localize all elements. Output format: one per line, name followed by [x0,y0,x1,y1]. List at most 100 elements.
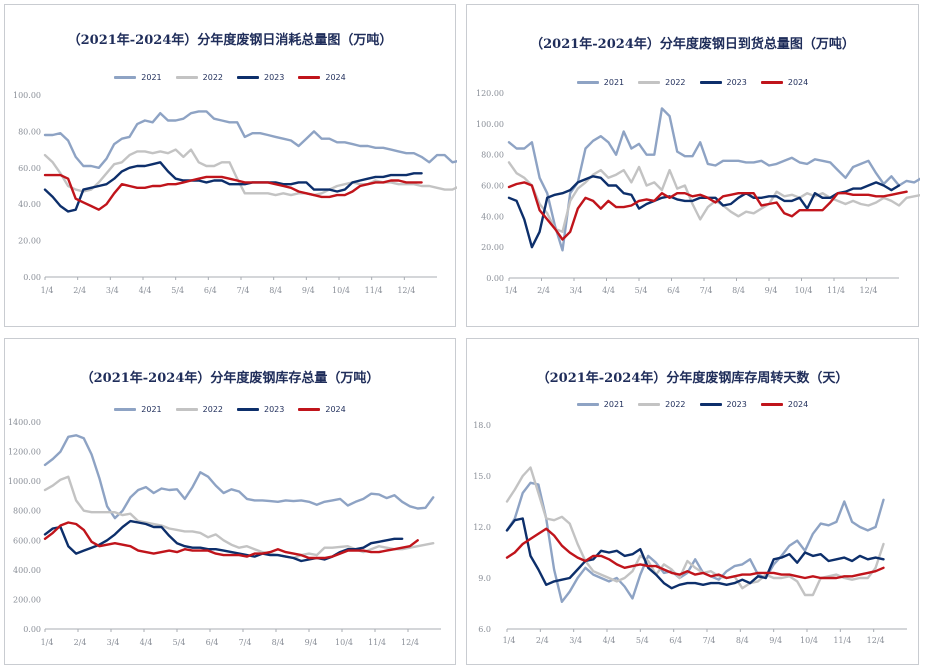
legend-item-2021: 2021 [576,400,625,409]
series-line-2021 [507,107,920,252]
y-tick-label: 1200.00 [8,448,41,457]
x-tick-label: 6/4 [667,286,680,295]
x-tick-label: 2/4 [536,636,549,645]
x-tick-label: 12/4 [401,638,419,647]
legend-swatch [699,81,722,84]
x-tick-label: 1/4 [505,286,518,295]
chart-title: （2021年-2024年）分年度废钢日消耗总量图（万吨） [67,33,393,48]
legend-label: 2021 [603,78,625,87]
x-tick-label: 11/4 [368,638,386,647]
x-tick-label: 12/4 [397,286,415,295]
legend-swatch [298,408,321,411]
y-tick-label: 100.00 [476,120,504,129]
x-tick-label: 4/4 [139,286,152,295]
y-tick-label: 0.00 [486,274,504,283]
x-tick-label: 4/4 [603,636,616,645]
y-tick-label: 800.00 [13,507,41,516]
legend-label: 2024 [787,78,809,87]
x-tick-label: 1/4 [41,286,54,295]
chart-title: （2021年-2024年）分年度废钢库存总量（万吨） [80,371,380,386]
series-line-2022 [505,466,885,597]
x-tick-label: 2/4 [73,286,86,295]
y-tick-label: 40.00 [18,200,41,209]
legend-swatch [237,76,259,79]
y-tick-label: 400.00 [13,566,41,575]
x-tick-label: 12/4 [867,636,885,645]
legend-label: 2023 [264,405,285,414]
y-tick-label: 600.00 [13,536,41,545]
legend-label: 2022 [665,400,686,409]
legend-item-2023: 2023 [699,78,747,87]
series-line-2023 [507,175,901,249]
x-tick-label: 8/4 [736,636,749,645]
x-tick-label: 10/4 [335,638,353,647]
legend-item-2022: 2022 [638,400,686,409]
y-tick-label: 200.00 [13,595,41,604]
y-tick-label: 6.0 [478,625,491,634]
x-tick-label: 7/4 [239,638,252,647]
x-tick-label: 7/4 [703,636,716,645]
legend-swatch [298,76,321,79]
x-tick-label: 4/4 [602,286,615,295]
legend-label: 2022 [202,405,223,414]
legend-label: 2021 [141,73,162,82]
x-tick-label: 6/4 [206,638,219,647]
legend-swatch [576,403,599,406]
series-line-2023 [43,161,423,213]
legend-swatch [175,408,198,411]
y-tick-label: 60.00 [481,182,504,191]
legend-item-2021: 2021 [114,73,162,82]
x-tick-label: 6/4 [669,636,682,645]
y-tick-label: 20.00 [18,237,41,246]
series-line-2024 [507,181,908,241]
y-tick-label: 12.0 [473,523,491,532]
series-line-2021 [505,481,885,603]
y-tick-label: 15.0 [473,472,491,481]
x-tick-label: 10/4 [795,286,813,295]
x-tick-label: 11/4 [365,286,383,295]
x-tick-label: 12/4 [860,286,878,295]
y-tick-label: 9.0 [478,574,491,583]
legend-label: 2023 [726,400,747,409]
legend-item-2022: 2022 [638,78,686,87]
legend-swatch [114,408,137,411]
chart-title: （2021年-2024年）分年度废钢库存周转天数（天） [536,371,849,386]
chart-panel-daily-consumption: （2021年-2024年）分年度废钢日消耗总量图（万吨） 2021 2022 202… [4,4,457,327]
x-tick-label: 3/4 [569,636,582,645]
x-tick-label: 3/4 [570,286,583,295]
y-tick-label: 40.00 [481,212,504,221]
y-tick-label: 18.0 [473,421,491,430]
x-tick-label: 9/4 [302,286,315,295]
chart-panel-daily-arrivals: （2021年-2024年）分年度废钢日到货总量图（万吨） 2021 2022 202… [466,4,920,327]
legend-label: 2024 [325,73,346,82]
line-chart: 0.00 200.00 400.00 600.00 800.00 1000.00 1200.… [8,418,441,647]
y-tick-label: 120.00 [476,89,504,98]
x-tick-label: 7/4 [237,286,250,295]
x-tick-label: 4/4 [140,638,153,647]
x-tick-label: 7/4 [700,286,713,295]
x-tick-label: 3/4 [106,286,119,295]
series-line-2023 [505,517,885,590]
legend-swatch [760,403,783,406]
x-tick-label: 2/4 [74,638,87,647]
legend-swatch [638,81,661,84]
legend-label: 2022 [665,78,686,87]
series-line-2021 [43,110,457,170]
chart-panel-inventory-total: （2021年-2024年）分年度废钢库存总量（万吨） 2021 2022 2023 2… [4,338,456,665]
legend-label: 2023 [264,73,285,82]
x-tick-label: 1/4 [503,636,516,645]
legend-label: 2022 [202,73,223,82]
series-line-2024 [505,527,885,580]
y-tick-label: 0.00 [23,273,41,282]
x-tick-label: 5/4 [171,286,184,295]
x-tick-label: 9/4 [305,638,318,647]
legend-swatch [175,76,198,79]
chart-legend: 2021 2022 2023 2024 [467,78,918,87]
line-chart: 0.00 20.00 40.00 60.00 80.00 100.00 120.00 1/4 2… [476,89,920,295]
legend-swatch [114,76,137,79]
y-tick-label: 100.00 [13,91,41,100]
x-tick-label: 10/4 [800,636,818,645]
series-line-2024 [43,173,423,211]
legend-label: 2021 [603,400,625,409]
y-tick-label: 1400.00 [8,418,41,427]
